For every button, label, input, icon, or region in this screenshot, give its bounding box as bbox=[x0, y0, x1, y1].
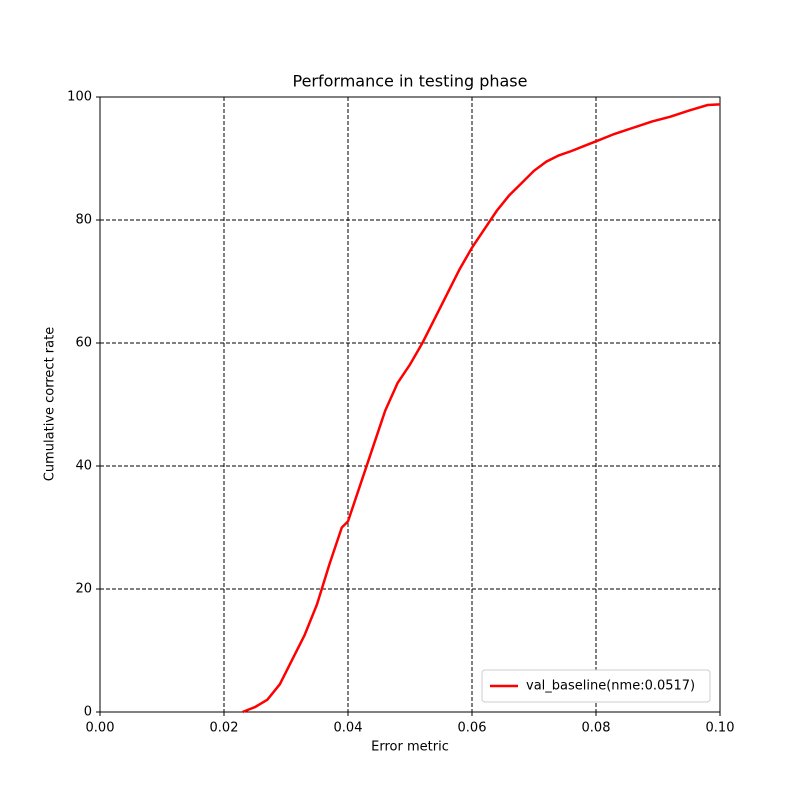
y-tick-label: 40 bbox=[75, 459, 92, 474]
y-tick-label: 100 bbox=[67, 90, 92, 105]
y-axis-label: Cumulative correct rate bbox=[43, 327, 58, 481]
y-tick-label: 20 bbox=[75, 582, 92, 597]
legend-label: val_baseline(nme:0.0517) bbox=[526, 679, 695, 694]
x-tick-label: 0.10 bbox=[706, 721, 735, 736]
y-tick-label: 0 bbox=[84, 705, 92, 720]
x-tick-label: 0.06 bbox=[458, 721, 487, 736]
x-tick-label: 0.04 bbox=[334, 721, 363, 736]
plot-frame bbox=[99, 96, 721, 713]
x-axis-label: Error metric bbox=[371, 740, 449, 755]
data-line bbox=[242, 103, 721, 714]
legend-box bbox=[481, 669, 711, 703]
x-tick-label: 0.00 bbox=[86, 721, 115, 736]
y-tick-label: 80 bbox=[75, 213, 92, 228]
y-tick-label: 60 bbox=[75, 336, 92, 351]
x-tick-label: 0.02 bbox=[210, 721, 239, 736]
x-tick-label: 0.08 bbox=[582, 721, 611, 736]
chart-title: Performance in testing phase bbox=[293, 72, 528, 91]
